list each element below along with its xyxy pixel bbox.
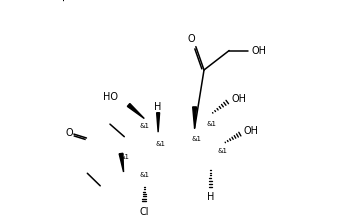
Polygon shape: [193, 107, 196, 128]
Text: OH: OH: [251, 46, 266, 56]
Text: O: O: [65, 128, 73, 138]
Text: &1: &1: [155, 141, 165, 147]
Text: &1: &1: [139, 172, 149, 178]
Text: O: O: [187, 34, 195, 44]
Text: OH: OH: [231, 94, 246, 104]
Text: Cl: Cl: [140, 207, 149, 217]
Polygon shape: [119, 153, 124, 172]
Text: &1: &1: [218, 148, 228, 154]
Text: H: H: [207, 192, 214, 203]
Text: OH: OH: [244, 126, 258, 136]
Polygon shape: [157, 113, 160, 132]
Text: HO: HO: [103, 92, 118, 102]
Text: &1: &1: [139, 123, 149, 129]
Text: &1: &1: [119, 154, 129, 160]
Text: &1: &1: [191, 136, 202, 142]
Text: H: H: [154, 102, 162, 112]
Text: &1: &1: [207, 121, 217, 127]
Polygon shape: [127, 104, 144, 119]
